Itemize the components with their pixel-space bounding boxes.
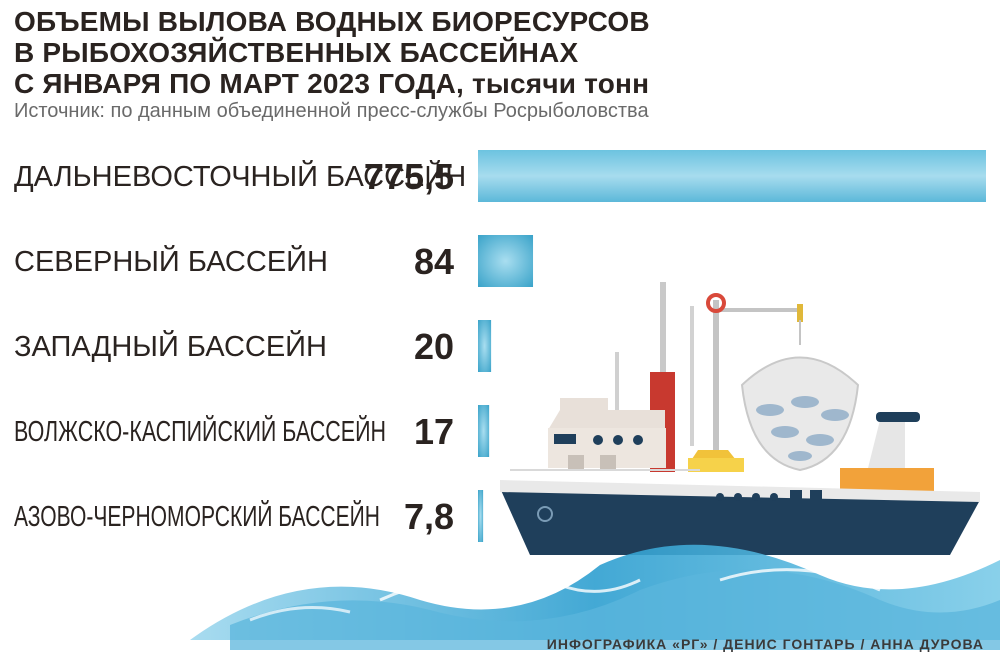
value-label: 7,8 [404, 496, 454, 537]
bar [478, 235, 534, 287]
category-label: ДАЛЬНЕВОСТОЧНЫЙ БАССЕЙН [14, 159, 466, 193]
source-note: Источник: по данным объединенной пресс-с… [14, 100, 649, 122]
title-line-3: С ЯНВАРЯ ПО МАРТ 2023 ГОДА, тысячи тонн [14, 68, 650, 99]
infographic-credit: ИНФОГРАФИКА «РГ» / ДЕНИС ГОНТАРЬ / АННА … [546, 636, 984, 652]
ship-illustration [500, 282, 980, 555]
title-line-1: ОБЪЕМЫ ВЫЛОВА ВОДНЫХ БИОРЕСУРСОВ [14, 6, 650, 37]
chart-title: ОБЪЕМЫ ВЫЛОВА ВОДНЫХ БИОРЕСУРСОВ В РЫБОХ… [14, 6, 650, 99]
title-line-2: В РЫБОХОЗЯЙСТВЕННЫХ БАССЕЙНАХ [14, 37, 579, 68]
value-label: 20 [414, 326, 454, 367]
category-label: АЗОВО-ЧЕРНОМОРСКИЙ БАССЕЙН [14, 499, 380, 533]
bar [478, 405, 490, 457]
category-label: ЗАПАДНЫЙ БАССЕЙН [14, 329, 327, 363]
value-label: 84 [414, 241, 454, 282]
bar [478, 490, 484, 542]
bar [478, 150, 986, 202]
value-label: 17 [414, 411, 454, 452]
bar [478, 320, 492, 372]
category-label: ВОЛЖСКО-КАСПИЙСКИЙ БАССЕЙН [14, 414, 386, 448]
value-label: 775,5 [364, 156, 454, 197]
category-label: СЕВЕРНЫЙ БАССЕЙН [14, 244, 328, 278]
waves-illustration [190, 544, 1000, 650]
